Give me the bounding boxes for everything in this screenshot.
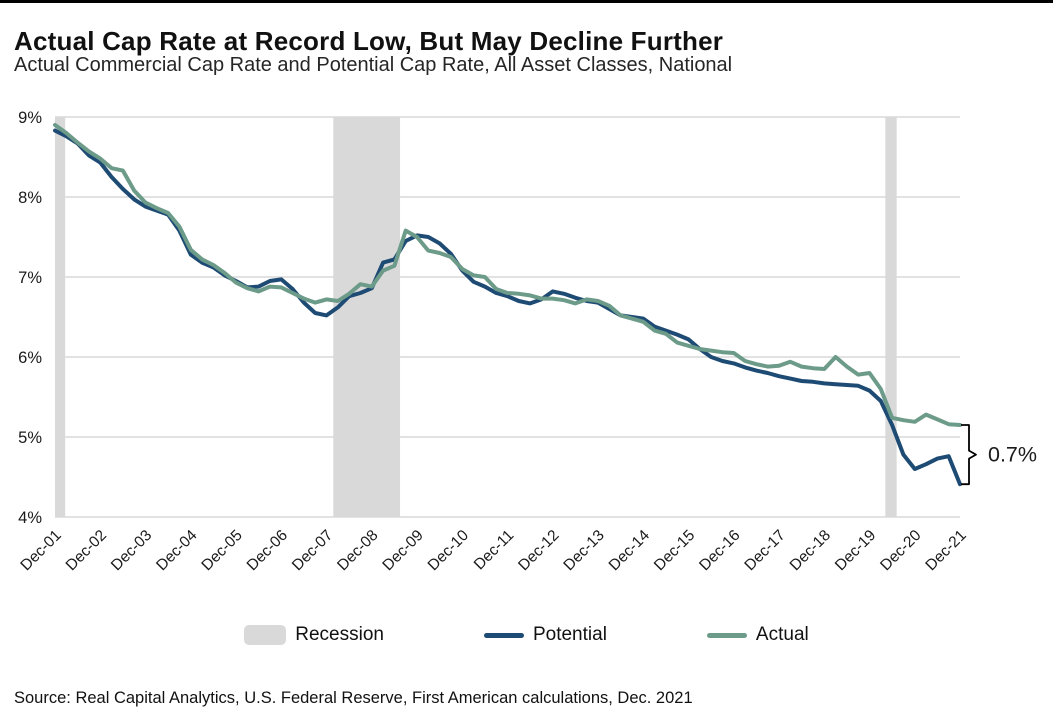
x-axis-label: Dec-18: [787, 527, 834, 574]
recession-band: [333, 117, 401, 517]
x-axis-label: Dec-01: [17, 527, 64, 574]
x-axis-label: Dec-04: [153, 527, 201, 575]
x-axis-label: Dec-11: [471, 527, 518, 574]
legend-label-actual: Actual: [755, 624, 809, 645]
y-axis-label: 9%: [18, 109, 42, 127]
legend-item-potential: Potential: [483, 624, 607, 646]
source-note: Source: Real Capital Analytics, U.S. Fed…: [14, 689, 693, 707]
x-axis-label: Dec-14: [606, 527, 654, 575]
page-subtitle: Actual Commercial Cap Rate and Potential…: [14, 54, 733, 76]
x-axis-label: Dec-10: [425, 527, 473, 575]
recession-band: [885, 117, 897, 517]
page-title: Actual Cap Rate at Record Low, But May D…: [14, 26, 724, 57]
x-axis-label: Dec-13: [560, 527, 607, 574]
x-axis-label: Dec-02: [63, 527, 110, 574]
x-axis-label: Dec-03: [108, 527, 155, 574]
x-axis-label: Dec-07: [289, 527, 336, 574]
x-axis-label: Dec-05: [198, 527, 245, 574]
x-axis-label: Dec-16: [696, 527, 743, 574]
x-axis-label: Dec-21: [922, 527, 969, 574]
top-border-rule: [0, 0, 1053, 3]
x-axis-label: Dec-09: [379, 527, 426, 574]
actual-line-swatch: [706, 632, 747, 638]
potential-series-line: [53, 128, 962, 487]
y-axis-label: 8%: [18, 189, 42, 207]
chart-legend: Recession Potential Actual: [0, 624, 1053, 646]
potential-line-swatch: [483, 632, 524, 638]
x-axis-label: Dec-12: [515, 527, 562, 574]
y-axis-label: 4%: [18, 509, 42, 527]
cap-rate-line-chart: 9%8%7%6%5%4%Dec-01Dec-02Dec-03Dec-04Dec-…: [17, 109, 1037, 575]
x-axis-label: Dec-06: [244, 527, 291, 574]
gap-annotation: 0.7%: [988, 443, 1037, 467]
x-axis-label: Dec-20: [877, 527, 925, 575]
gap-bracket: [961, 424, 977, 486]
recession-swatch: [244, 625, 287, 645]
legend-item-recession: Recession: [244, 624, 384, 646]
recession-band: [55, 117, 66, 517]
x-axis-label: Dec-19: [832, 527, 879, 574]
y-axis-label: 6%: [18, 349, 42, 367]
x-axis-label: Dec-15: [651, 527, 698, 574]
legend-label-potential: Potential: [532, 624, 607, 645]
y-axis-label: 7%: [18, 269, 42, 287]
legend-item-actual: Actual: [706, 624, 809, 646]
x-axis-label: Dec-17: [741, 527, 788, 574]
x-axis-label: Dec-08: [334, 527, 381, 574]
y-axis-label: 5%: [18, 429, 42, 447]
actual-series-line: [53, 123, 962, 427]
legend-label-recession: Recession: [295, 624, 384, 645]
